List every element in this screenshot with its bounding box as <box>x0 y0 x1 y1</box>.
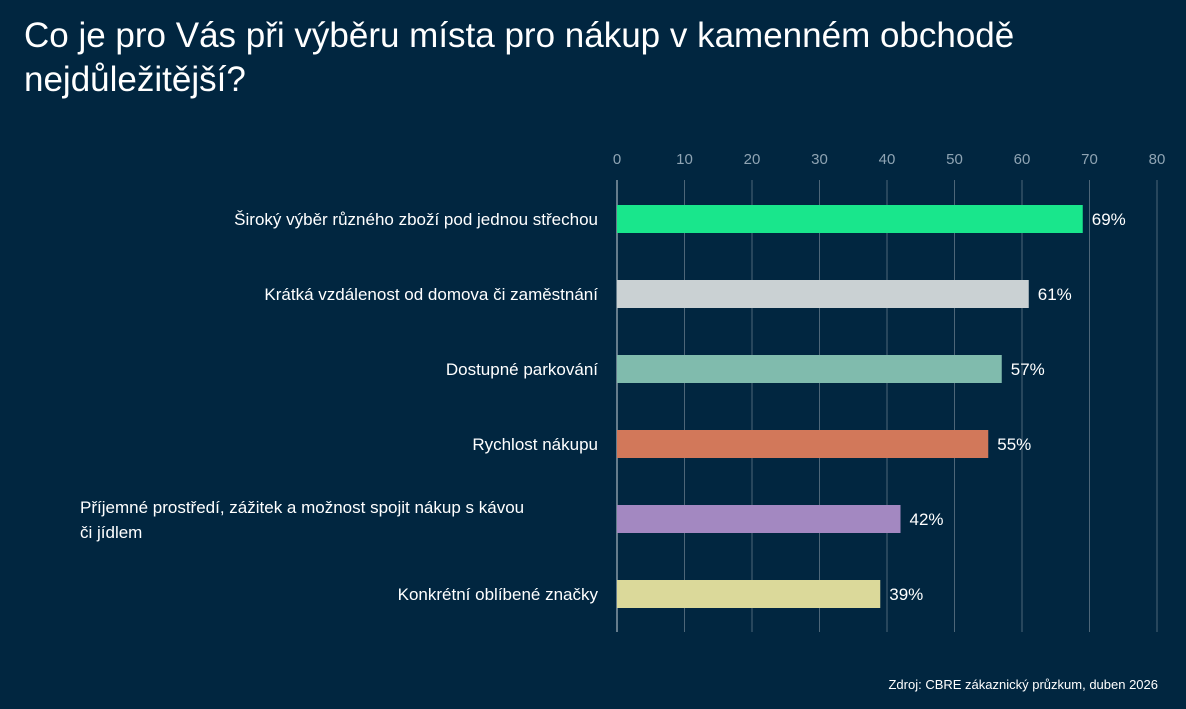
tick-label: 80 <box>1149 151 1166 168</box>
tick-label: 20 <box>744 151 761 168</box>
category-label: Příjemné prostředí, zážitek a možnost sp… <box>80 498 524 542</box>
bar <box>617 430 989 458</box>
source-note: Zdroj: CBRE zákaznický průzkum, duben 20… <box>888 677 1158 692</box>
data-label: 42% <box>910 510 944 529</box>
data-label: 57% <box>1011 360 1045 379</box>
category-label: Dostupné parkování <box>446 360 598 379</box>
bar <box>617 205 1083 233</box>
category-label: Krátká vzdálenost od domova či zaměstnán… <box>264 285 598 304</box>
category-label: Rychlost nákupu <box>472 435 598 454</box>
category-label: Široký výběr různého zboží pod jednou st… <box>234 210 598 229</box>
tick-label: 40 <box>879 151 896 168</box>
data-labels: 69% 61% 57% 55% 42% 39% <box>889 210 1126 604</box>
tick-label: 10 <box>676 151 693 168</box>
bar <box>617 280 1029 308</box>
category-label: Konkrétní oblíbené značky <box>398 585 599 604</box>
bar <box>617 505 901 533</box>
data-label: 61% <box>1038 285 1072 304</box>
bars <box>617 205 1083 608</box>
tick-label: 60 <box>1014 151 1031 168</box>
data-label: 69% <box>1092 210 1126 229</box>
tick-labels: 0 10 20 30 40 50 60 70 80 <box>613 151 1166 168</box>
data-label: 55% <box>997 435 1031 454</box>
bar <box>617 580 881 608</box>
tick-label: 30 <box>811 151 828 168</box>
bar <box>617 355 1002 383</box>
tick-label: 50 <box>946 151 963 168</box>
tick-label: 70 <box>1081 151 1098 168</box>
chart-title: Co je pro Vás při výběru místa pro nákup… <box>24 16 1015 99</box>
gridlines <box>616 180 1158 632</box>
data-label: 39% <box>889 585 923 604</box>
category-labels: Široký výběr různého zboží pod jednou st… <box>80 210 598 604</box>
tick-label: 0 <box>613 151 621 168</box>
